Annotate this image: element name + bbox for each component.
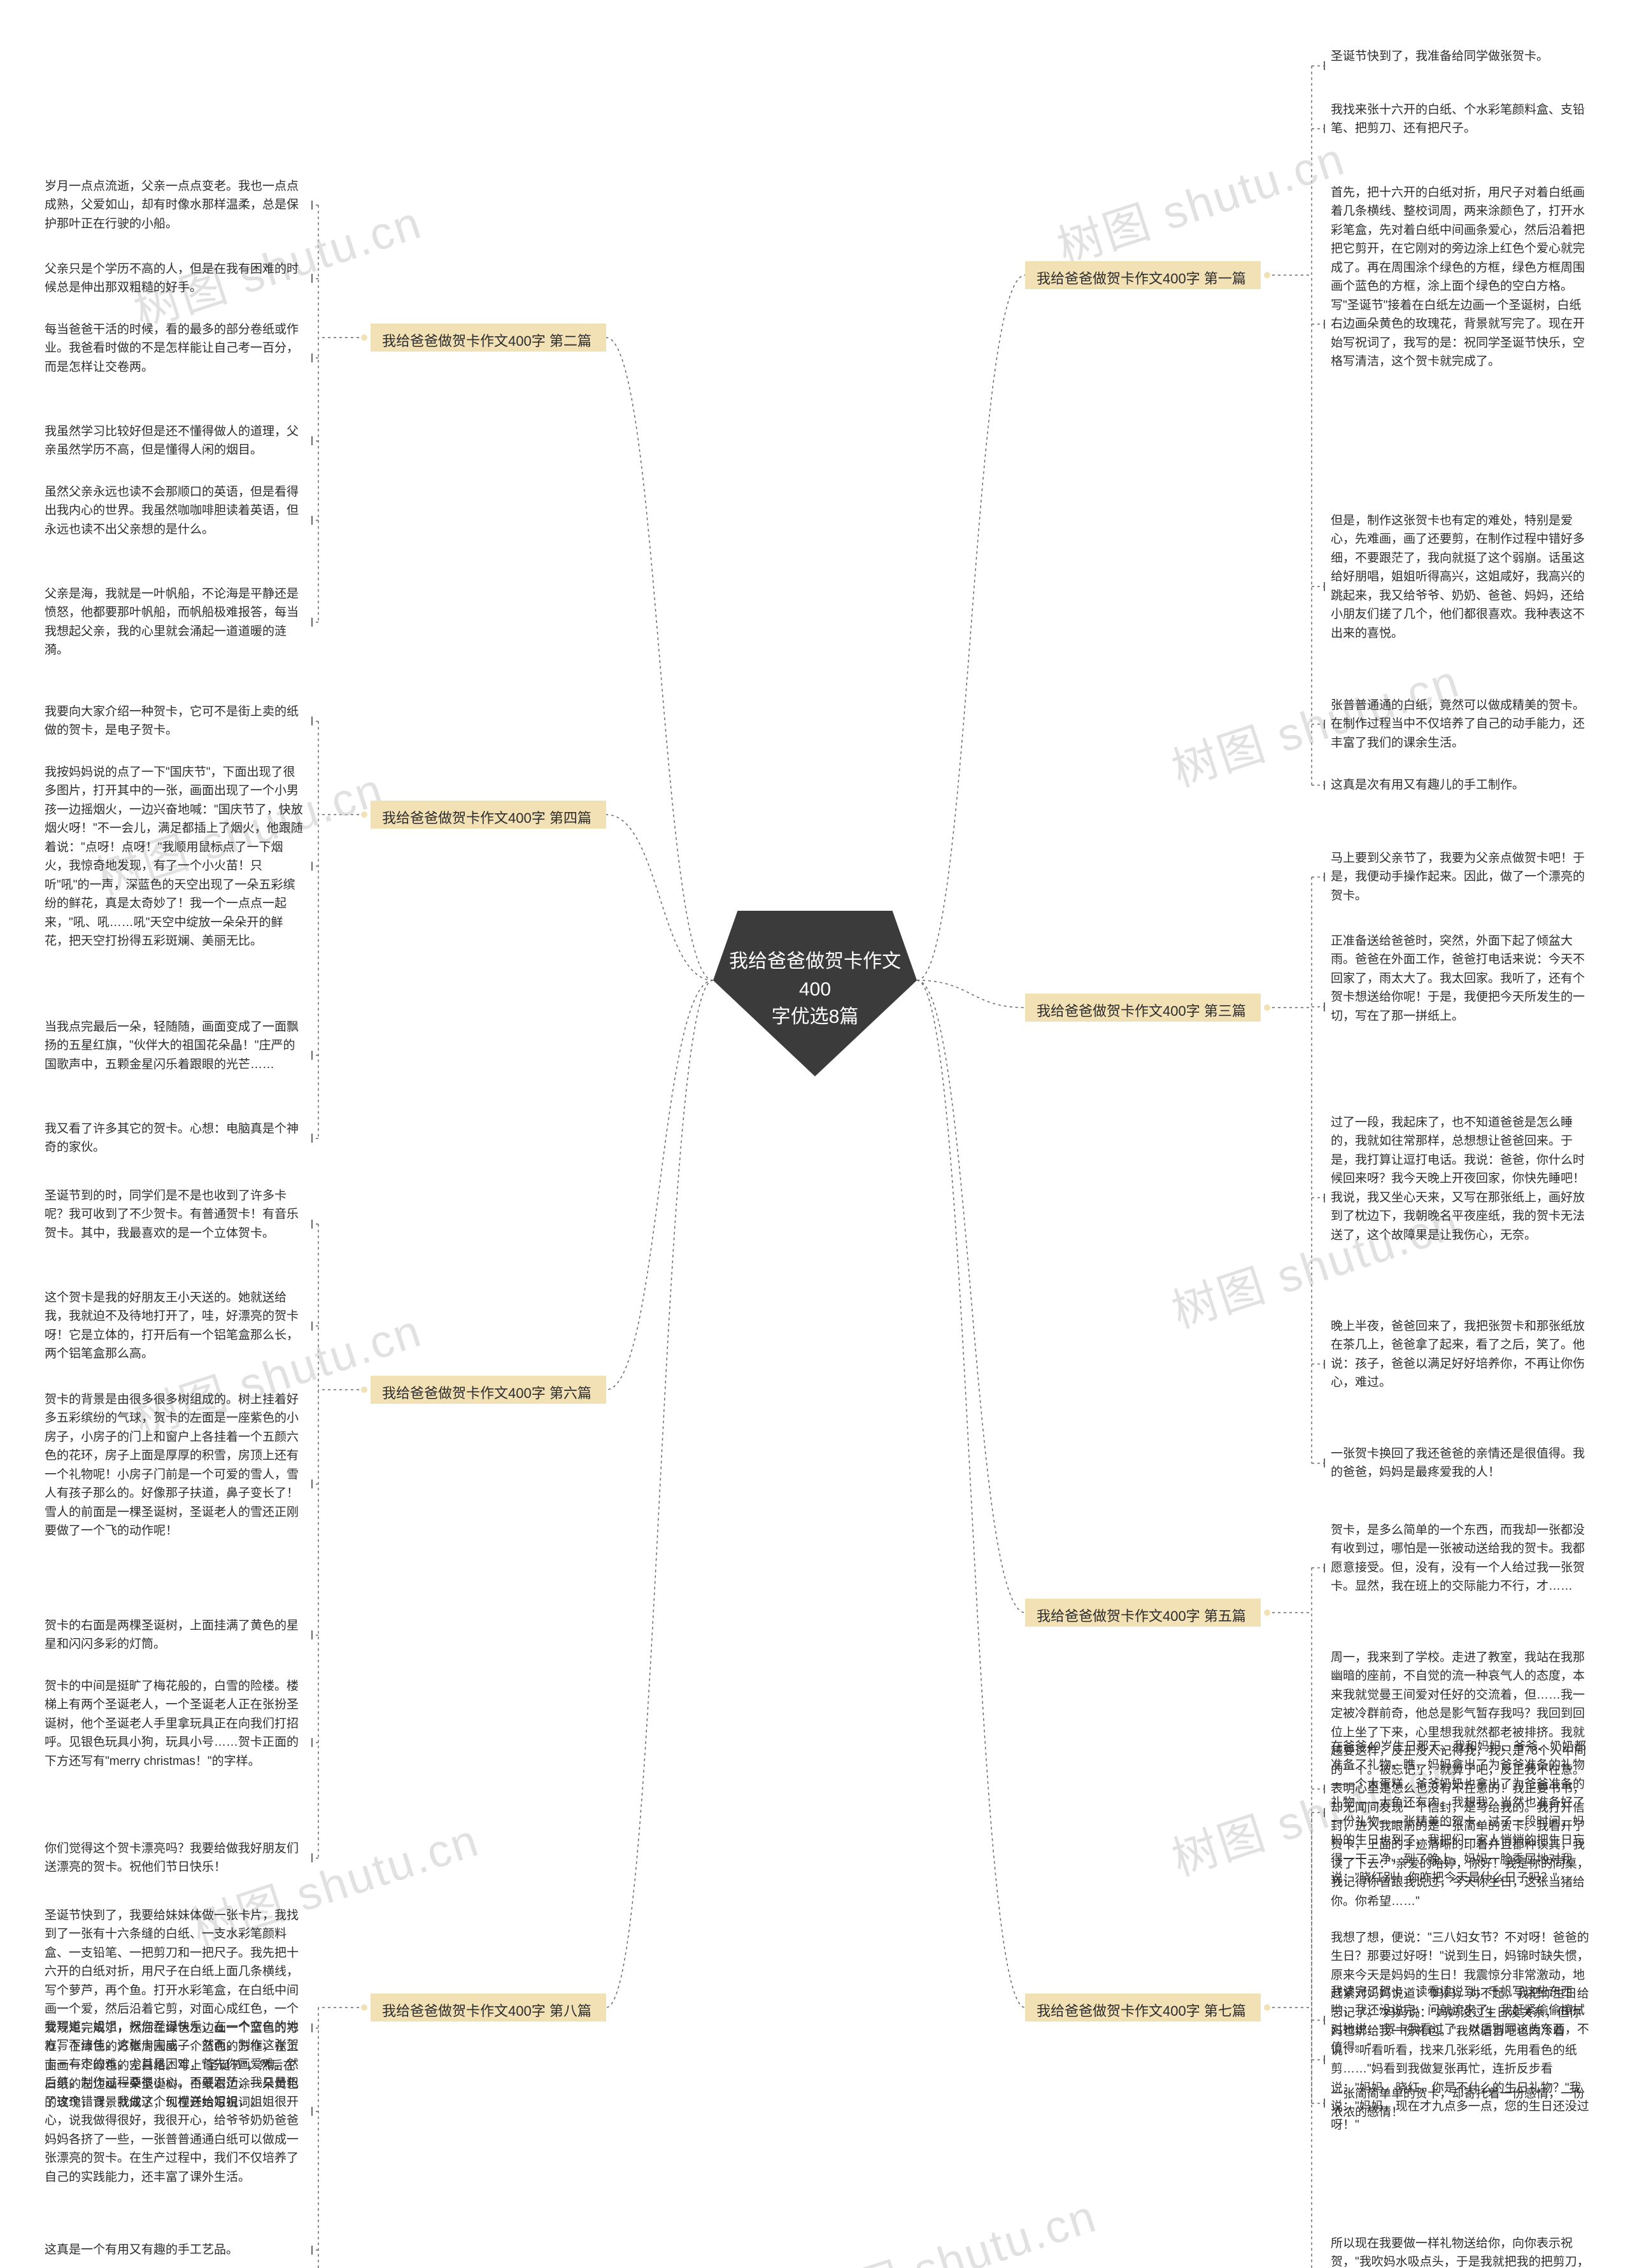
leaf-b5-0: 贺卡，是多么简单的一个东西，而我却一张都没有收到过，哪怕是一张被动送给我的贺卡。… [1331,1516,1592,1601]
leaf-b3-2: 过了一段，我起床了，也不知道爸爸是怎么睡的，我就如往常那样，总想想让爸爸回来。于… [1331,1108,1592,1250]
leaf-b1-4: 张普普通通的白纸，竟然可以做成精美的贺卡。在制作过程当中不仅培养了自己的动手能力… [1331,691,1592,757]
branch-b5[interactable]: 我给爸爸做贺卡作文400字 第五篇 [1025,1599,1261,1627]
leaf-b1-2: 首先，把十六开的白纸对折，用尺子对着白纸画着几条横线、整校词周，两来涂颜色了，打… [1331,178,1592,376]
leaf-tick [311,2107,313,2116]
connector [606,338,713,980]
leaf-tick [311,618,313,627]
leaf-tick [1324,2099,1325,2108]
leaf-b2-2: 每当爸爸干活的时候，看的最多的部分卷纸或作业。我爸看时做的不是怎样能让自己考一百… [45,315,306,382]
leaf-b3-0: 马上要到父亲节了，我要为父亲点做贺卡吧！于是，我便动手操作起来。因此，做了一个漂… [1331,844,1592,910]
leaf-b4-1: 我按妈妈说的点了一下"国庆节"，下面出现了很多图片，打开其中的一张，画面出现了一… [45,758,306,955]
branch-b3[interactable]: 我给爸爸做贺卡作文400字 第三篇 [1025,994,1261,1022]
leaf-tick [311,1738,313,1747]
leaf-tick [311,1630,313,1639]
leaf-b8-1: 我写道：姐姐，祝你圣诞快乐，在一个空白的地方写下洁佳，这张卡完成了，然而，制作这… [45,2013,306,2192]
branch-b1[interactable]: 我给爸爸做贺卡作文400字 第一篇 [1025,261,1261,289]
center-label: 我给爸爸做贺卡作文400 字优选8篇 [713,948,917,1031]
leaf-b3-3: 晚上半夜，爸爸回来了，我把张贺卡和那张纸放在茶几上，爸爸拿了起来，看了之后，笑了… [1331,1312,1592,1397]
leaf-tick [311,1220,313,1229]
connector [606,980,713,1390]
leaf-tick [311,1322,313,1330]
leaf-tick [311,353,313,362]
leaf-tick [1324,1564,1325,1573]
connector [606,815,713,980]
branch-dot-b6 [361,1387,367,1393]
leaf-tick [1324,124,1325,133]
leaf-b1-1: 我找来张十六开的白纸、个水彩笔颜料盒、支铅笔、把剪刀、还有把尺子。 [1331,96,1592,143]
leaf-tick [311,1134,313,1143]
leaf-b4-2: 当我点完最后一朵，轻随随，画面变成了一面飘扬的五星红旗，"伙伴大的祖国花朵晶！"… [45,1013,306,1079]
leaf-b1-0: 圣诞节快到了，我准备给同学做张贺卡。 [1331,42,1592,71]
branch-b4[interactable]: 我给爸爸做贺卡作文400字 第四篇 [371,801,606,829]
leaf-b7-0: 在爸爸40岁生日那天，我和妈妈、爷爷、奶奶都准备了礼物。瞧，妈妈拿出了为爸爸准备… [1331,1732,1592,1893]
leaf-tick [1324,1360,1325,1369]
branch-dot-b5 [1264,1609,1270,1616]
leaf-tick [1324,2055,1325,2064]
leaf-tick [311,516,313,525]
leaf-b1-3: 但是，制作这张贺卡也有定的难处，特别是爱心，先难画，画了还要剪，在制作过程中错好… [1331,506,1592,648]
leaf-b6-4: 贺卡的中间是挺旷了梅花般的，白雪的险楼。楼梯上有两个圣诞老人，一个圣诞老人正在张… [45,1672,306,1776]
branch-dot-b3 [1264,1004,1270,1011]
leaf-tick [311,436,313,445]
leaf-tick [1324,873,1325,881]
leaf-tick [1324,1459,1325,1467]
leaf-tick [1324,1785,1325,1794]
leaf-b6-5: 你们觉得这个贺卡漂亮吗？我要给做我好朋友们送漂亮的贺卡。祝他们节日快乐！ [45,1834,306,1882]
branch-dot-b1 [1264,272,1270,278]
leaf-tick [1324,1194,1325,1202]
leaf-b8-2: 这真是一个有用又有趣的手工艺品。 [45,2236,306,2264]
branch-b8[interactable]: 我给爸爸做贺卡作文400字 第八篇 [371,1993,606,2022]
leaf-b7-2: 所以现在我要做一样礼物送给你，向你表示祝贺，"我吹妈水吸点头，于是我就把我的把剪… [1331,2229,1592,2268]
connector [917,980,1025,1008]
leaf-tick [1324,1808,1325,1817]
leaf-tick [311,862,313,871]
leaf-tick [1324,781,1325,790]
branch-dot-b8 [361,2004,367,2011]
branch-dot-b2 [361,334,367,341]
leaf-tick [311,1853,313,1862]
leaf-b3-4: 一张贺卡换回了我还爸爸的亲情还是很值得。我的爸爸，妈妈是最疼爱我的人！ [1331,1439,1592,1487]
watermark: 树图 shutu.cn [799,2178,1104,2268]
branch-dot-b4 [361,811,367,818]
leaf-b2-3: 我虽然学习比较好但是还不懂得做人的道理，父亲虽然学历不高，但是懂得人闲的烟目。 [45,417,306,465]
leaf-b6-1: 这个贺卡是我的好朋友王小天送的。她就送给我，我就迫不及待地打开了，哇，好漂亮的贺… [45,1283,306,1369]
leaf-b4-3: 我又看了许多其它的贺卡。心想：电脑真是个神奇的家伙。 [45,1115,306,1162]
leaf-b1-5: 这真是次有用又有趣儿的手工制作。 [1331,771,1592,799]
leaf-tick [1324,582,1325,591]
watermark: 树图 shutu.cn [1047,121,1352,277]
leaf-tick [311,2246,313,2255]
leaf-b2-4: 虽然父亲永远也读不会那顺口的英语，但是看得出我内心的世界。我虽然咖咖啡胆读着英语… [45,478,306,544]
leaf-tick [311,201,313,210]
leaf-b7-1: 我想了想，便说："三八妇女节？不对呀！爸爸的生日？那要过好呀！"说到生日，妈锦时… [1331,1923,1592,2140]
connector [917,980,1025,1613]
leaf-b3-1: 正准备送给爸爸时，突然，外面下起了倾盆大雨。爸爸在外面工作，爸爸打电话来说：今天… [1331,927,1592,1031]
branch-b6[interactable]: 我给爸爸做贺卡作文400字 第六篇 [371,1376,606,1404]
leaf-b2-5: 父亲是海，我就是一叶帆船，不论海是平静还是愤怒，他都要那叶帆船，而帆船极难报答，… [45,580,306,665]
branch-dot-b7 [1264,2004,1270,2011]
leaf-b6-2: 贺卡的背景是由很多很多树组成的。树上挂着好多五彩缤纷的气球，贺卡的左面是一座紫色… [45,1385,306,1546]
leaf-tick [1324,720,1325,729]
leaf-b4-0: 我要向大家介绍一种贺卡，它可不是街上卖的纸做的贺卡，是电子贺卡。 [45,697,306,745]
leaf-tick [1324,2016,1325,2025]
leaf-tick [311,1480,313,1488]
leaf-tick [311,2023,313,2032]
leaf-tick [1324,320,1325,329]
leaf-tick [311,274,313,283]
leaf-b6-3: 贺卡的右面是两棵圣诞树，上面挂满了黄色的星星和闪闪多彩的灯筒。 [45,1611,306,1659]
connector [606,980,713,2008]
leaf-b2-0: 岁月一点点流逝，父亲一点点变老。我也一点点成熟，父爱如山，却有时像水那样温柔，总… [45,172,306,238]
connector [917,980,1025,2008]
leaf-tick [311,1051,313,1060]
connector [917,275,1025,980]
center-node: 我给爸爸做贺卡作文400 字优选8篇 [713,911,917,1076]
leaf-tick [1324,1002,1325,1011]
leaf-b2-1: 父亲只是个学历不高的人，但是在我有困难的时候总是伸出那双粗糙的好手。 [45,255,306,303]
branch-b7[interactable]: 我给爸爸做贺卡作文400字 第七篇 [1025,1993,1261,2022]
leaf-b6-0: 圣诞节到的时，同学们是不是也收到了许多卡呢？我可收到了不少贺卡。有普通贺卡！有音… [45,1181,306,1248]
leaf-tick [1324,61,1325,70]
branch-b2[interactable]: 我给爸爸做贺卡作文400字 第二篇 [371,324,606,352]
leaf-tick [311,717,313,725]
